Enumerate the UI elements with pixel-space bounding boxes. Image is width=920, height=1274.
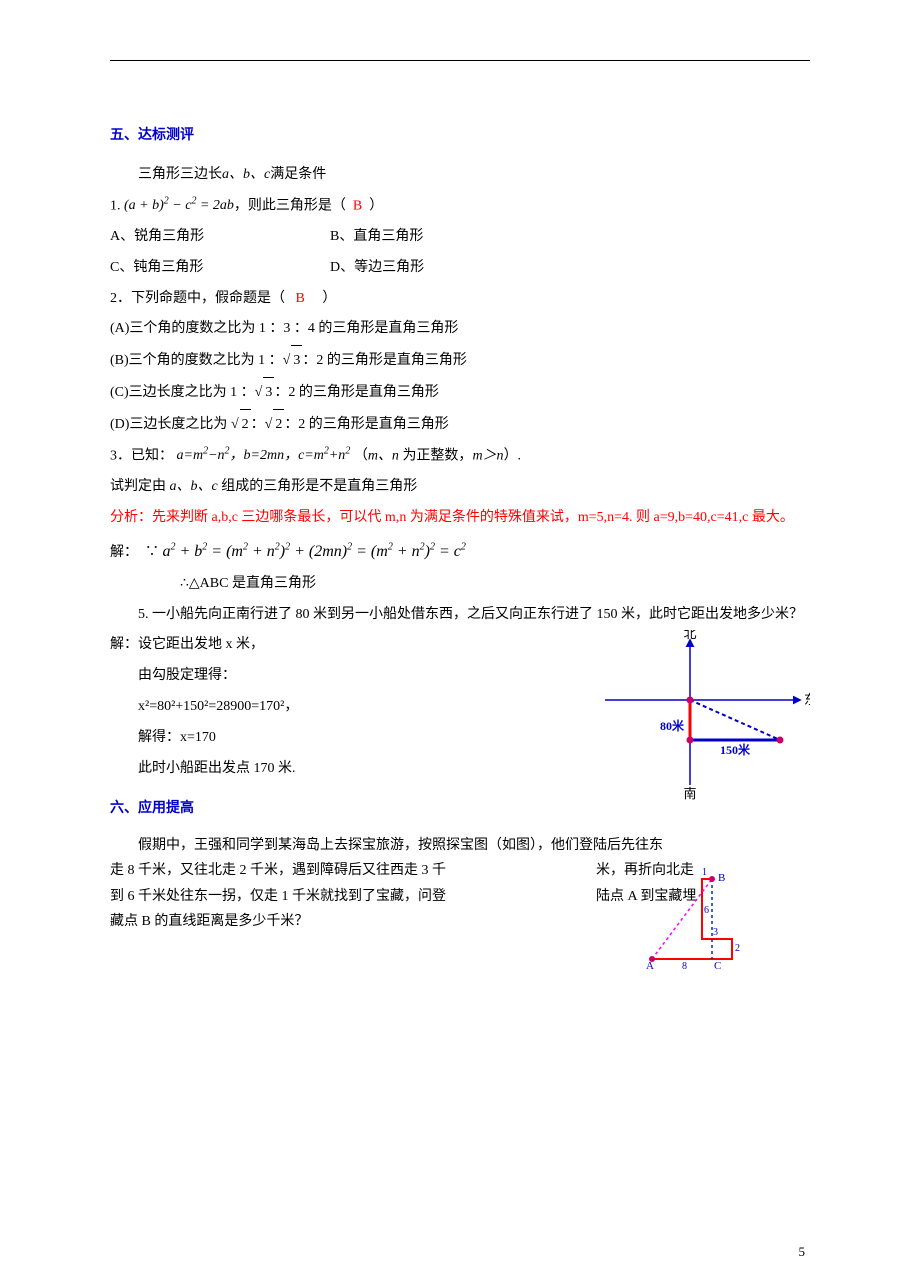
- q1-optD: D、等边三角形: [330, 253, 424, 284]
- q2-optC: (C)三边长度之比为 1 ： 3：2 的三角形是直角三角形: [110, 377, 810, 409]
- north-label: 北: [683, 630, 696, 641]
- label-6: 6: [704, 905, 709, 916]
- label-A: A: [646, 960, 654, 971]
- label-8: 8: [682, 961, 687, 971]
- q2-optD-pre: (D)三边长度之比为: [110, 417, 231, 432]
- q3-paren-open: （: [354, 448, 368, 463]
- q6-block: 假期中，王强和同学到某海岛上去探宝旅游，按照探宝图（如图），他们登陆后先往东 走…: [110, 833, 810, 934]
- top-rule: [110, 60, 810, 61]
- q2-optC-pre: (C)三边长度之比为 1 ：: [110, 385, 255, 400]
- q2-optA: (A)三个角的度数之比为 1 ：3 ：4 的三角形是直角三角形: [110, 314, 810, 345]
- compass-diagram: 北 东 南 80米 150米: [590, 630, 810, 800]
- q5-l3: x²=80²+150²=28900=170²，: [110, 692, 490, 723]
- q2-optB-pre: (B)三个角的度数之比为 1 ：: [110, 353, 283, 368]
- q1-close: ）: [369, 198, 383, 213]
- sqrt-icon: [283, 353, 291, 368]
- q3: 3．已知： a=m2−n2，b=2mn，c=m2+n2 （m、n 为正整数，m＞…: [110, 441, 810, 600]
- south-label: 南: [683, 786, 696, 800]
- q1-formula: (a + b)2 − c2 = 2ab: [124, 198, 234, 213]
- q2-optD-post: ：2 的三角形是直角三角形: [284, 417, 449, 432]
- label-C: C: [714, 960, 721, 971]
- east-label: 东: [804, 692, 810, 707]
- q6-c: 到 6 千米处往东一拐，仅走 1 千米就找到了宝藏，问登: [110, 889, 446, 904]
- label-B: B: [718, 872, 725, 884]
- q3-line2: 试判定由: [110, 479, 170, 494]
- sqrt-icon: [265, 417, 273, 432]
- q5-l5: 此时小船距出发点 170 米.: [110, 754, 490, 785]
- q6-b: 走 8 千米，又往北走 2 千米，遇到障碍后又往西走 3 千: [110, 863, 446, 878]
- q3-stem1: 3．已知：: [110, 448, 173, 463]
- q1-lead-tail: 满足条件: [270, 167, 326, 182]
- q1-num: 1.: [110, 198, 124, 213]
- q2-stem: 2．下列命题中，假命题是（: [110, 291, 285, 306]
- q3-stem3: 为正整数，: [402, 448, 472, 463]
- q1: 三角形三边长a、b、c满足条件 1. (a + b)2 − c2 = 2ab，则…: [110, 160, 810, 284]
- q1-optC: C、钝角三角形: [110, 253, 330, 284]
- q1-optB: B、直角三角形: [330, 222, 423, 253]
- q2-close: ）: [322, 291, 336, 306]
- q3-abc: a、b、c: [170, 479, 218, 494]
- q3-eq: a2 + b2 = (m2 + n2)2 + (2mn)2 = (m2 + n2…: [163, 543, 466, 560]
- q2-optD-mid: ：: [251, 417, 265, 432]
- q3-expr: a=m2−n2，b=2mn，c=m2+n2: [177, 448, 351, 463]
- q1-optA: A、锐角三角形: [110, 222, 330, 253]
- treasure-diagram: A B C 1 2 3 6 8: [640, 861, 760, 971]
- q3-analysis: 分析：先来判断 a,b,c 三边哪条最长，可以代 m,n 为满足条件的特殊值来试…: [110, 503, 810, 534]
- label-1: 1: [702, 867, 707, 878]
- q3-therefore: ∴△ABC 是直角三角形: [110, 569, 810, 600]
- q2-optD: (D)三边长度之比为 2：2：2 的三角形是直角三角形: [110, 409, 810, 441]
- sqrt-icon: [231, 417, 239, 432]
- sqrt-icon: [255, 385, 263, 400]
- q2: 2．下列命题中，假命题是（ B ） (A)三个角的度数之比为 1 ：3 ：4 的…: [110, 284, 810, 441]
- q2-sqrt3b: 3: [263, 377, 274, 409]
- q2-sqrt2a: 2: [240, 409, 251, 441]
- q2-answer: B: [296, 291, 305, 306]
- q3-mn: m、n: [368, 448, 403, 463]
- q2-sqrt3: 3: [291, 345, 302, 377]
- label-80: 80米: [660, 718, 685, 733]
- q1-lead: 三角形三边长: [138, 167, 222, 182]
- q2-optB-post: ：2 的三角形是直角三角形: [302, 353, 467, 368]
- q1-vars: a、b、c: [222, 167, 270, 182]
- label-2: 2: [735, 943, 740, 954]
- q3-solve: 解：: [110, 545, 138, 560]
- q5-l2: 由勾股定理得：: [110, 661, 490, 692]
- label-3: 3: [713, 927, 718, 938]
- because-icon: ∵: [145, 545, 159, 560]
- q6-a: 假期中，王强和同学到某海岛上去探宝旅游，按照探宝图（如图），他们登陆后先往东: [110, 833, 810, 858]
- q1-answer: B: [353, 198, 362, 213]
- q2-sqrt2b: 2: [273, 409, 284, 441]
- q5-l1: 解：设它距出发地 x 米，: [110, 630, 490, 661]
- q3-mgn: m＞n: [472, 448, 503, 463]
- label-150: 150米: [720, 742, 751, 757]
- q1-tail: ，则此三角形是（: [234, 198, 346, 213]
- q3-stem4: ）.: [504, 448, 522, 463]
- q5-l4: 解得：x=170: [110, 723, 490, 754]
- section5-title: 五、达标测评: [110, 121, 810, 152]
- page-number: 5: [799, 1244, 806, 1260]
- q3-line2b: 组成的三角形是不是直角三角形: [218, 479, 418, 494]
- q2-optC-post: ：2 的三角形是直角三角形: [274, 385, 439, 400]
- q5-stem: 5. 一小船先向正南行进了 80 米到另一小船处借东西，之后又向正东行进了 15…: [110, 600, 810, 631]
- q5-block: 解：设它距出发地 x 米， 由勾股定理得： x²=80²+150²=28900=…: [110, 630, 810, 784]
- q2-optB: (B)三个角的度数之比为 1 ： 3：2 的三角形是直角三角形: [110, 345, 810, 377]
